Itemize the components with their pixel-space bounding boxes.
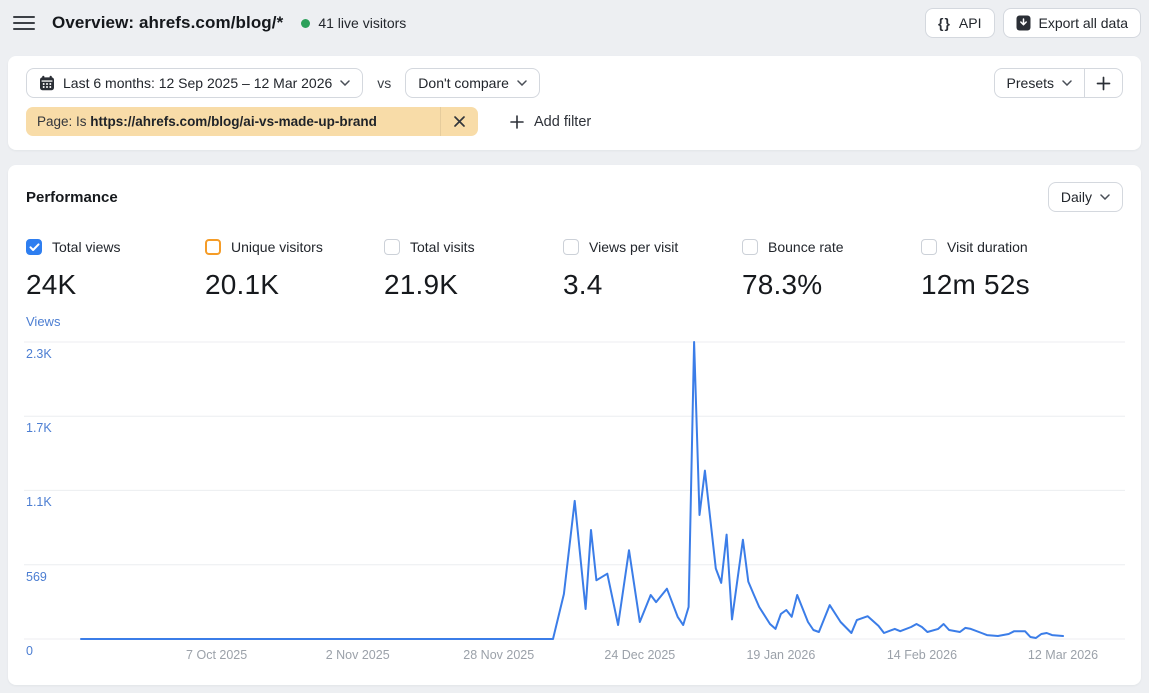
page-title: Overview: ahrefs.com/blog/*	[52, 13, 284, 32]
metric-toggle[interactable]: Views per visit	[563, 239, 742, 255]
metric-toggle[interactable]: Total visits	[384, 239, 563, 255]
metric-column: Bounce rate 78.3%	[742, 239, 921, 301]
metric-toggle[interactable]: Total views	[26, 239, 205, 255]
y-axis-tick: 1.7K	[26, 421, 52, 436]
chevron-down-icon	[517, 80, 527, 86]
plus-icon	[1096, 76, 1111, 91]
x-axis-tick: 24 Dec 2025	[604, 648, 676, 662]
x-axis-tick: 7 Oct 2025	[186, 648, 248, 662]
live-visitors-label: 41 live visitors	[318, 15, 407, 31]
metric-value: 20.1K	[205, 269, 280, 300]
chevron-down-icon	[340, 80, 351, 86]
add-filter-label: Add filter	[534, 113, 592, 130]
calendar-icon	[39, 75, 55, 91]
metric-toggle[interactable]: Bounce rate	[742, 239, 921, 255]
metric-toggle[interactable]: Visit duration	[921, 239, 1030, 255]
remove-filter-button[interactable]	[440, 107, 478, 136]
compare-button-label: Don't compare	[418, 75, 509, 91]
x-axis-tick: 12 Mar 2026	[1027, 648, 1099, 662]
metric-column: Views per visit 3.4	[563, 239, 742, 301]
metric-checkbox[interactable]	[205, 239, 221, 255]
live-dot-icon	[301, 18, 311, 28]
metric-value: 3.4	[563, 269, 603, 300]
chevron-down-icon	[1100, 194, 1110, 200]
metric-label: Total views	[52, 239, 121, 255]
live-visitors: 41 live visitors	[301, 15, 406, 31]
metric-toggle[interactable]: Unique visitors	[205, 239, 384, 255]
metric-value: 24K	[26, 269, 77, 300]
chevron-down-icon	[1062, 80, 1072, 86]
x-axis-tick: 14 Feb 2026	[886, 648, 958, 662]
metric-column: Unique visitors 20.1K	[205, 239, 384, 301]
vs-label: vs	[377, 75, 392, 91]
metric-label: Total visits	[410, 239, 475, 255]
api-button[interactable]: {} API	[925, 8, 995, 38]
metric-label: Views per visit	[589, 239, 679, 255]
performance-title: Performance	[26, 188, 118, 206]
compare-button[interactable]: Don't compare	[405, 68, 540, 98]
plus-icon	[510, 114, 524, 129]
date-range-button[interactable]: Last 6 months: 12 Sep 2025 – 12 Mar 2026	[26, 68, 364, 98]
metric-value: 78.3%	[742, 269, 823, 300]
x-axis-tick: 28 Nov 2025	[463, 648, 535, 662]
metric-value: 21.9K	[384, 269, 459, 300]
export-button-label: Export all data	[1038, 15, 1129, 31]
code-braces-icon: {}	[938, 15, 951, 31]
presets-button-label: Presets	[1006, 75, 1054, 91]
presets-group: Presets	[993, 68, 1123, 98]
metric-checkbox[interactable]	[26, 239, 42, 255]
download-icon	[1016, 15, 1031, 31]
date-range-label: Last 6 months: 12 Sep 2025 – 12 Mar 2026	[63, 75, 333, 91]
metric-checkbox[interactable]	[921, 239, 937, 255]
y-axis-tick: 1.1K	[26, 495, 52, 510]
performance-card: Performance Daily Total views 24K Unique v…	[8, 165, 1141, 685]
filter-chip-value: https://ahrefs.com/blog/ai-vs-made-up-br…	[90, 114, 377, 129]
menu-icon[interactable]	[8, 7, 40, 39]
metric-column: Total visits 21.9K	[384, 239, 563, 301]
add-preset-button[interactable]	[1084, 68, 1123, 98]
metric-column: Visit duration 12m 52s	[921, 239, 1030, 301]
metric-label: Visit duration	[947, 239, 1028, 255]
metric-value: 12m 52s	[921, 269, 1030, 300]
x-axis-tick: 19 Jan 2026	[746, 648, 816, 662]
metric-label: Unique visitors	[231, 239, 323, 255]
filter-chip-text: Page: Is https://ahrefs.com/blog/ai-vs-m…	[26, 114, 440, 129]
y-axis-tick: 0	[26, 644, 33, 658]
metric-checkbox[interactable]	[384, 239, 400, 255]
granularity-button[interactable]: Daily	[1047, 182, 1123, 212]
views-line	[80, 341, 1064, 640]
close-icon	[453, 115, 466, 128]
y-axis-tick: 569	[26, 569, 47, 584]
metrics-row: Total views 24K Unique visitors 20.1K Total …	[26, 239, 1123, 301]
metric-label: Bounce rate	[768, 239, 844, 255]
filter-chip-prefix: Page: Is	[37, 114, 87, 129]
granularity-label: Daily	[1060, 189, 1092, 205]
metric-checkbox[interactable]	[563, 239, 579, 255]
metric-column: Total views 24K	[26, 239, 205, 301]
presets-button[interactable]: Presets	[993, 68, 1085, 98]
views-axis-title: Views	[26, 314, 61, 329]
export-all-data-button[interactable]: Export all data	[1002, 8, 1141, 38]
top-bar: Overview: ahrefs.com/blog/* 41 live visi…	[0, 0, 1149, 46]
x-axis-tick: 2 Nov 2025	[325, 648, 390, 662]
page-filter-chip[interactable]: Page: Is https://ahrefs.com/blog/ai-vs-m…	[26, 107, 478, 136]
views-chart[interactable]	[24, 331, 1125, 642]
metric-checkbox[interactable]	[742, 239, 758, 255]
add-filter-button[interactable]: Add filter	[504, 113, 597, 131]
api-button-label: API	[958, 15, 982, 31]
filters-card: Last 6 months: 12 Sep 2025 – 12 Mar 2026…	[8, 56, 1141, 150]
y-axis-tick: 2.3K	[26, 347, 52, 361]
